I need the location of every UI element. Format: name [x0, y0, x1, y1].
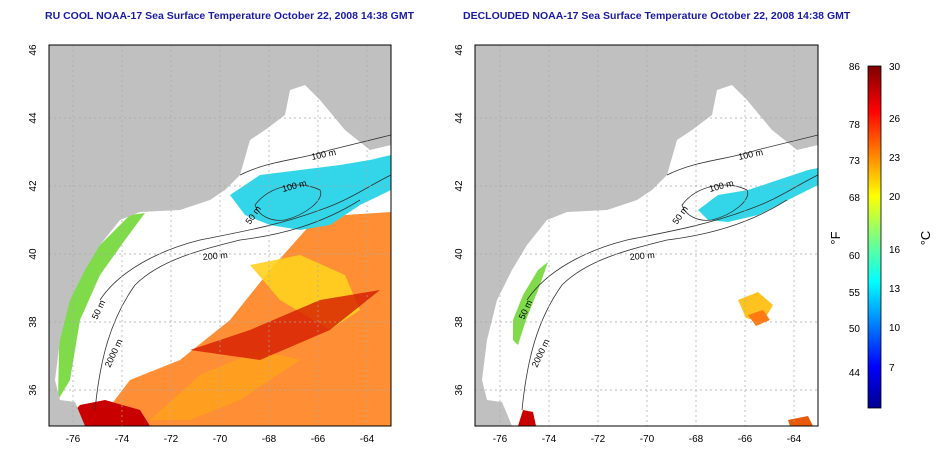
contour-100m	[666, 134, 818, 176]
x-tick: -68	[689, 434, 704, 445]
coastal-green-sst	[58, 213, 145, 400]
red-sst-plume	[60, 400, 150, 426]
y-tick: 44	[454, 112, 465, 124]
f-tick: 78	[849, 120, 861, 131]
land-mass	[49, 45, 391, 426]
contour-georges	[254, 184, 322, 221]
y-tick: 36	[454, 384, 465, 396]
y-tick: 46	[454, 44, 465, 56]
c-tick: 10	[889, 323, 901, 334]
contour-label-200m: 200 m	[629, 250, 655, 262]
celsius-label: °C	[918, 231, 933, 246]
map-frame	[48, 44, 392, 427]
y-tick: 38	[454, 316, 465, 328]
contour-200m	[526, 174, 818, 301]
x-tick: -74	[542, 434, 557, 445]
declouded-sst-map: 100 m 100 m 50 m 200 m 50 m 2000 m -76 -…	[454, 44, 819, 445]
x-tick: -68	[262, 434, 277, 445]
c-tick: 20	[889, 192, 901, 203]
y-tick: 40	[28, 248, 39, 260]
fahrenheit-label: °F	[828, 231, 843, 244]
y-tick: 46	[28, 44, 39, 56]
contour-2000m	[94, 199, 361, 411]
y-tick: 36	[28, 384, 39, 396]
map-frame	[474, 44, 819, 427]
orange-sst-fleck	[788, 416, 813, 426]
x-tick: -70	[640, 434, 655, 445]
f-tick: 68	[849, 193, 861, 204]
x-tick: -72	[591, 434, 606, 445]
c-tick: 13	[889, 284, 901, 295]
orange-sst-streaks	[150, 350, 300, 420]
f-tick: 60	[849, 251, 861, 262]
x-tick: -66	[311, 434, 326, 445]
x-tick: -64	[360, 434, 375, 445]
colorbar-gradient	[867, 65, 882, 409]
f-tick: 73	[849, 156, 861, 167]
x-tick: -64	[787, 434, 802, 445]
graticule	[475, 45, 818, 426]
y-tick: 44	[28, 112, 39, 124]
left-map-title: RU COOL NOAA-17 Sea Surface Temperature …	[45, 10, 414, 22]
contour-label-200m: 200 m	[202, 250, 228, 262]
cool-sst-patch	[230, 155, 391, 230]
y-tick: 42	[28, 180, 39, 192]
y-tick: 38	[28, 316, 39, 328]
contour-100m	[239, 134, 391, 176]
c-tick: 23	[889, 153, 901, 164]
x-tick: -76	[66, 434, 81, 445]
x-tick: -76	[493, 434, 508, 445]
cool-sst-patch	[698, 168, 818, 222]
f-tick: 55	[849, 288, 861, 299]
right-map-title: DECLOUDED NOAA-17 Sea Surface Temperatur…	[463, 10, 851, 22]
f-tick: 44	[849, 368, 861, 379]
c-tick: 16	[889, 245, 901, 256]
x-tick: -74	[115, 434, 130, 445]
orange-sst-dots	[748, 310, 770, 326]
contour-2000m	[521, 199, 788, 411]
ru-cool-sst-map: 100 m 100 m 50 m 200 m 50 m 2000 m -76 -…	[28, 44, 392, 445]
c-tick: 30	[889, 62, 901, 73]
x-tick: -72	[164, 434, 179, 445]
c-tick: 7	[889, 363, 895, 374]
contour-200m	[99, 174, 391, 301]
coastal-green-sst	[513, 262, 548, 345]
red-sst-plume	[518, 410, 536, 426]
f-tick: 50	[849, 324, 861, 335]
y-tick: 42	[454, 180, 465, 192]
contour-georges	[681, 184, 749, 221]
red-sst-streaks	[190, 290, 380, 360]
graticule	[49, 45, 391, 426]
f-tick: 86	[849, 62, 861, 73]
y-tick: 40	[454, 248, 465, 260]
c-tick: 26	[889, 114, 901, 125]
x-tick: -66	[738, 434, 753, 445]
temperature-colorbar: 86 78 73 68 60 55 50 44 30 26 23 20 16 1…	[828, 62, 933, 409]
land-mass	[475, 45, 818, 426]
x-tick: -70	[213, 434, 228, 445]
